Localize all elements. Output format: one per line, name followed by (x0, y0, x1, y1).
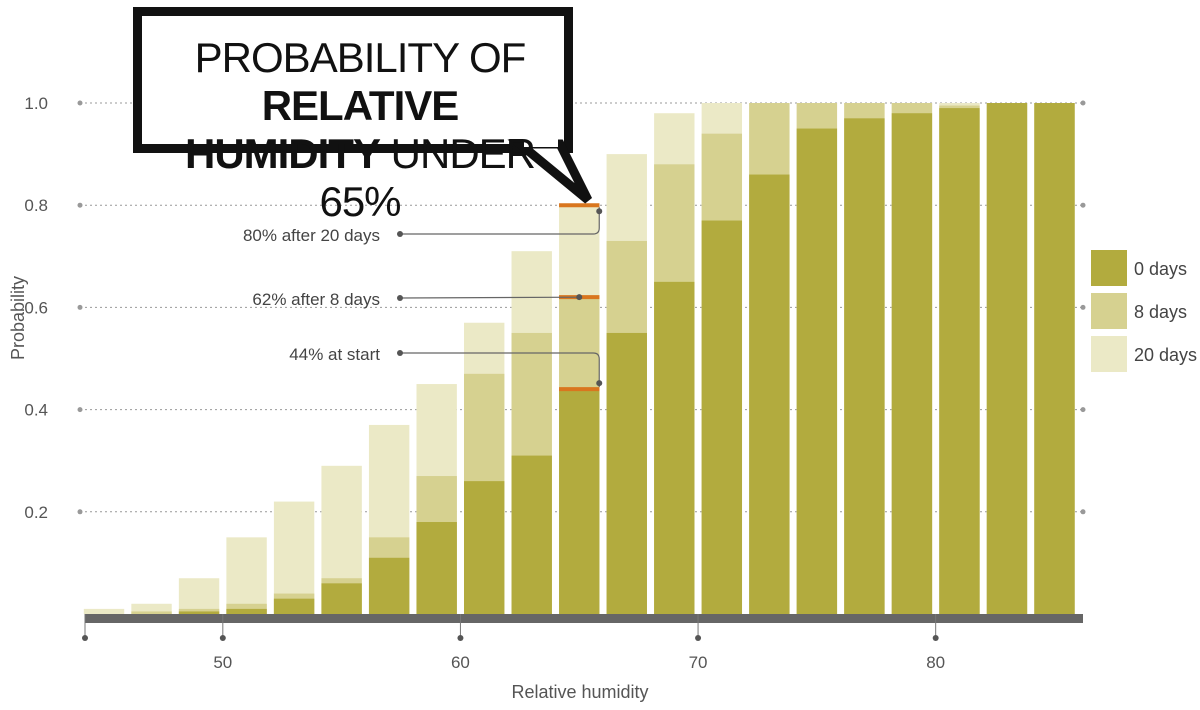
y-tick-label: 0.4 (24, 401, 48, 420)
bar-0-days (606, 332, 647, 614)
bar-0-days (511, 455, 552, 614)
x-tick-dot (932, 635, 939, 641)
leader-dot-end (596, 380, 603, 387)
leader-dot-start (397, 231, 403, 237)
grid-dot-left (77, 202, 83, 208)
bar-20-days (178, 578, 220, 614)
legend-swatch (1091, 293, 1127, 329)
x-axis-line (85, 614, 1083, 623)
title-part-1: PROBABILITY OF (194, 34, 527, 81)
bars-layer (83, 103, 1075, 615)
bar-0-days (749, 174, 790, 615)
bar-0-days (701, 220, 743, 614)
leader-line (399, 296, 580, 299)
leader-line (400, 207, 600, 235)
grid-dot-left (77, 304, 83, 310)
bar-0-days (796, 128, 838, 615)
y-tick-label: 0.8 (24, 196, 48, 215)
x-axis-title: Relative humidity (511, 682, 648, 702)
title-part-3: HUMIDITY (184, 130, 381, 177)
leader-dot-end (596, 208, 603, 215)
x-tick-label: 80 (926, 653, 945, 672)
legend-label: 8 days (1134, 302, 1187, 322)
legend-swatch (1091, 336, 1127, 372)
leader-dot-start (397, 295, 403, 301)
x-tick-label: 70 (689, 653, 708, 672)
bar-20-days (226, 537, 267, 614)
bar-0-days (654, 281, 695, 614)
bar-0-days (321, 583, 362, 614)
grid-dot-right (1080, 100, 1086, 106)
title-callout-box (133, 7, 573, 153)
y-tick-label: 0.6 (24, 298, 48, 317)
title-part-4: UNDER 65% (319, 130, 536, 225)
x-tick-dot (457, 635, 464, 641)
annotation-label: 44% at start (289, 345, 380, 364)
x-axis-left-dot (82, 635, 88, 641)
bar-8-days (131, 611, 172, 614)
grid-dot-left (77, 509, 83, 515)
bar-0-days (226, 608, 267, 614)
legend-swatch (1091, 250, 1127, 286)
bar-0-days (273, 598, 315, 614)
grid-dot-right (1080, 407, 1086, 413)
bar-20-days (131, 603, 172, 614)
grid-dot-right (1080, 202, 1086, 208)
bar-0-days (844, 118, 885, 614)
leader-dot-start (397, 350, 403, 356)
bar-0-days (1034, 103, 1075, 614)
y-tick-label: 1.0 (24, 94, 48, 113)
bar-0-days (939, 108, 980, 615)
chart-title: PROBABILITY OF RELATIVE HUMIDITY UNDER 6… (150, 34, 570, 226)
bar-0-days (559, 389, 600, 614)
legend: 0 days 8 days 20 days (1091, 250, 1197, 372)
leader-dot-end (576, 294, 583, 301)
annotation-label: 80% after 20 days (243, 226, 380, 245)
title-part-2: RELATIVE (261, 82, 460, 129)
bar-0-days (368, 557, 410, 614)
bar-0-days (416, 522, 457, 614)
grid-dot-left (77, 407, 83, 413)
bar-0-days (986, 103, 1028, 614)
annotation-label: 62% after 8 days (252, 290, 380, 309)
bar-0-days (464, 481, 505, 614)
bar-0-days (891, 113, 933, 614)
x-tick-label: 50 (213, 653, 232, 672)
legend-label: 20 days (1134, 345, 1197, 365)
bar-0-days (178, 611, 220, 614)
y-axis-title: Probability (8, 276, 28, 360)
annotation-layer: 80% after 20 days 62% after 8 days 44% at … (243, 203, 603, 392)
leader-line (400, 352, 600, 388)
bar-20-days (83, 608, 125, 614)
x-tick-dot (695, 635, 702, 641)
x-tick-dot (219, 635, 226, 641)
legend-label: 0 days (1134, 259, 1187, 279)
axis-layer: 0.2 0.4 0.6 0.8 1.0 50 60 70 80 (24, 94, 1083, 672)
y-tick-label: 0.2 (24, 503, 48, 522)
grid-dot-right (1080, 509, 1086, 515)
grid-dot-left (77, 100, 83, 106)
x-tick-label: 60 (451, 653, 470, 672)
grid-dot-right (1080, 304, 1086, 310)
